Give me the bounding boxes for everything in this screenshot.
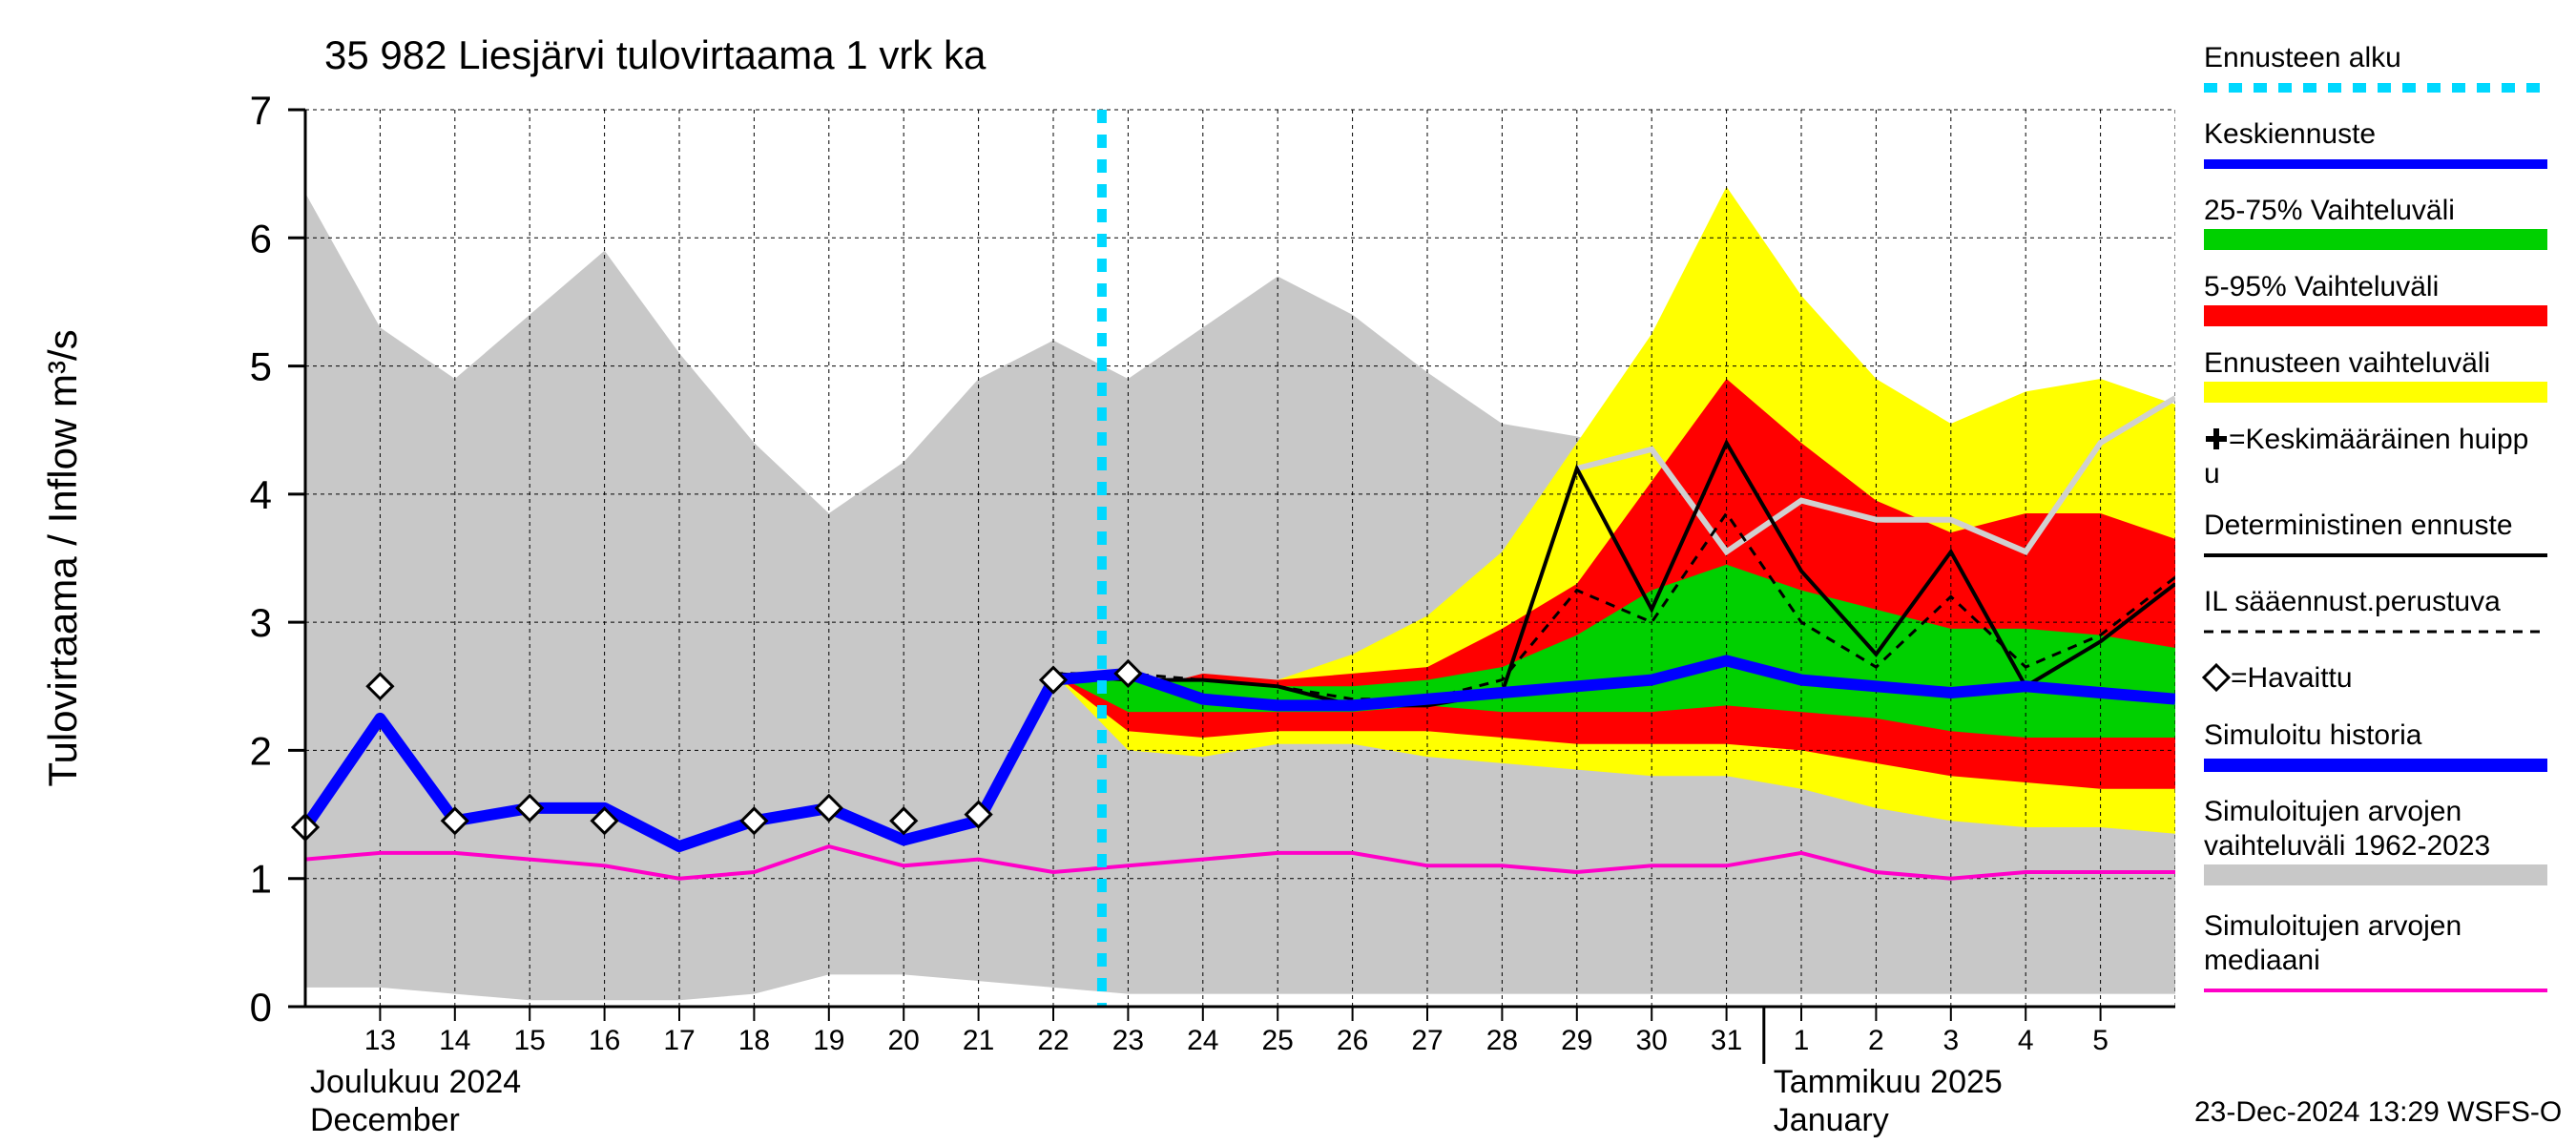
y-tick-label: 4: [250, 472, 272, 517]
svg-text:u: u: [2204, 458, 2220, 489]
legend-label: 5-95% Vaihteluväli: [2204, 271, 2439, 302]
x-tick-label: 5: [2092, 1025, 2109, 1056]
legend-label: IL sääennust.perustuva: [2204, 586, 2501, 617]
x-tick-label: 30: [1636, 1025, 1668, 1056]
x-tick-label: 13: [364, 1025, 396, 1056]
chart-footer: 23-Dec-2024 13:29 WSFS-O: [2194, 1096, 2562, 1128]
y-tick-label: 0: [250, 985, 272, 1030]
x-tick-label: 17: [663, 1025, 695, 1056]
legend-label: Ennusteen vaihteluväli: [2204, 347, 2490, 379]
svg-text:Simuloitujen arvojen: Simuloitujen arvojen: [2204, 910, 2462, 942]
x-tick-label: 1: [1794, 1025, 1810, 1056]
svg-text:=Havaittu: =Havaittu: [2231, 662, 2353, 694]
legend-label: Keskiennuste: [2204, 118, 2376, 150]
month-right-en: January: [1774, 1102, 1889, 1138]
x-tick-label: 31: [1711, 1025, 1742, 1056]
x-tick-label: 15: [514, 1025, 546, 1056]
y-axis-label: Tulovirtaama / Inflow m³/s: [40, 329, 85, 786]
month-right-fi: Tammikuu 2025: [1774, 1064, 2003, 1100]
x-tick-label: 19: [813, 1025, 844, 1056]
x-tick-label: 24: [1187, 1025, 1218, 1056]
x-tick-label: 3: [1942, 1025, 1959, 1056]
legend-label: Simuloitu historia: [2204, 719, 2422, 751]
y-tick-label: 2: [250, 728, 272, 773]
x-tick-label: 21: [963, 1025, 994, 1056]
x-tick-label: 2: [1868, 1025, 1884, 1056]
x-tick-label: 29: [1561, 1025, 1592, 1056]
legend-label: Deterministinen ennuste: [2204, 510, 2513, 541]
svg-text:=Keskimääräinen huipp: =Keskimääräinen huipp: [2229, 424, 2528, 455]
x-tick-label: 16: [589, 1025, 620, 1056]
page-root: 0123456713141516171819202122232425262728…: [0, 0, 2576, 1145]
x-tick-label: 26: [1337, 1025, 1368, 1056]
x-tick-label: 28: [1486, 1025, 1518, 1056]
y-tick-label: 6: [250, 216, 272, 260]
month-left-en: December: [310, 1102, 460, 1138]
month-left-fi: Joulukuu 2024: [310, 1064, 521, 1100]
svg-text:mediaani: mediaani: [2204, 945, 2320, 976]
legend-label: Ennusteen alku: [2204, 42, 2401, 73]
x-tick-label: 27: [1411, 1025, 1443, 1056]
svg-text:Simuloitujen arvojen: Simuloitujen arvojen: [2204, 796, 2462, 827]
x-tick-label: 4: [2018, 1025, 2034, 1056]
x-tick-label: 25: [1262, 1025, 1294, 1056]
svg-text:vaihteluväli 1962-2023: vaihteluväli 1962-2023: [2204, 830, 2490, 862]
x-tick-label: 22: [1037, 1025, 1069, 1056]
x-tick-label: 20: [888, 1025, 920, 1056]
y-tick-label: 7: [250, 88, 272, 133]
y-tick-label: 1: [250, 857, 272, 902]
legend-label: 25-75% Vaihteluväli: [2204, 195, 2455, 226]
y-tick-label: 5: [250, 344, 272, 389]
inflow-chart: 0123456713141516171819202122232425262728…: [0, 0, 2576, 1145]
y-tick-label: 3: [250, 600, 272, 645]
x-tick-label: 23: [1112, 1025, 1144, 1056]
x-tick-label: 18: [738, 1025, 770, 1056]
x-tick-label: 14: [439, 1025, 470, 1056]
chart-title: 35 982 Liesjärvi tulovirtaama 1 vrk ka: [324, 32, 987, 77]
